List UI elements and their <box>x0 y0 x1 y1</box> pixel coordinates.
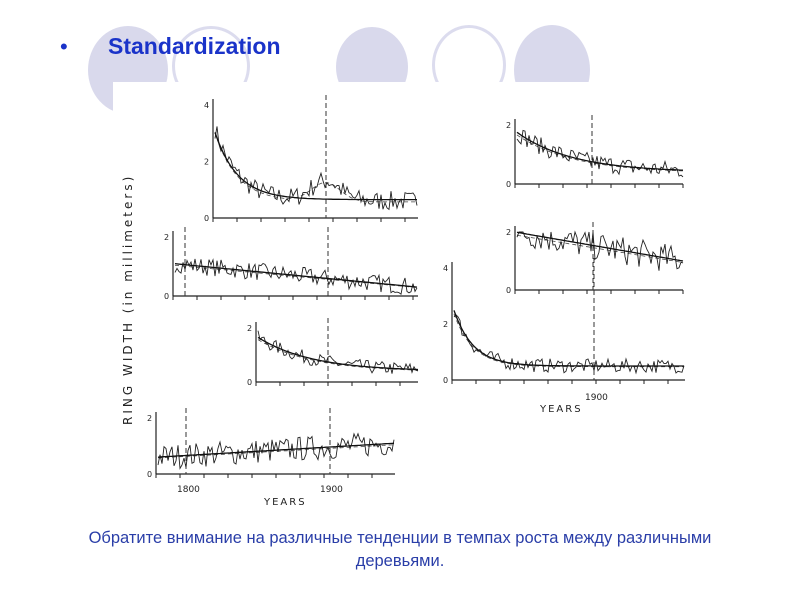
growth-trend-curve <box>516 231 684 262</box>
ring-width-series <box>214 126 418 211</box>
smoothed-curve <box>174 265 418 288</box>
ring-width-series <box>157 432 395 470</box>
smoothed-curve <box>214 132 417 203</box>
tick-label: 0 <box>443 376 448 385</box>
growth-trend-curve <box>257 336 419 371</box>
growth-trend-curve <box>174 263 418 288</box>
tick-label: 2 <box>147 414 152 423</box>
year-tick-1800: 1800 <box>177 485 200 495</box>
growth-trend-curve <box>516 131 683 171</box>
tick-label: 0 <box>506 286 511 295</box>
slide-title: Standardization <box>108 33 281 59</box>
smoothed-curve <box>453 313 684 368</box>
x-axis-label: YEARS <box>263 497 307 508</box>
year-tick-1900: 1900 <box>320 485 343 495</box>
tick-label: 2 <box>506 228 511 237</box>
ring-width-series <box>453 314 685 375</box>
ring-width-series <box>516 230 684 271</box>
tick-label: 0 <box>164 292 169 301</box>
smoothed-curve <box>257 339 419 371</box>
tick-label: 2 <box>506 121 511 130</box>
tick-label: 2 <box>204 158 209 167</box>
year-tick-1900-right: 1900 <box>585 393 608 403</box>
ring-width-series <box>257 330 419 374</box>
tick-label: 0 <box>247 378 252 387</box>
slide-caption: Обратите внимание на различные тенденции… <box>88 529 712 570</box>
growth-trend-curve <box>453 310 684 367</box>
growth-trend-curve <box>157 442 395 458</box>
growth-trend-curve <box>214 132 417 201</box>
tick-label: 4 <box>204 101 209 110</box>
tick-label: 2 <box>164 233 169 242</box>
tick-label: 0 <box>204 214 209 223</box>
smoothed-curve <box>516 134 683 172</box>
x-axis-label-right: YEARS <box>539 404 583 415</box>
bullet: • <box>60 34 68 59</box>
tick-label: 2 <box>247 324 252 333</box>
ring-width-series <box>174 258 418 295</box>
tick-label: 2 <box>443 320 448 329</box>
smoothed-curve <box>157 444 395 459</box>
tick-label: 0 <box>506 180 511 189</box>
tick-label: 4 <box>443 264 448 273</box>
y-axis-label: RING WIDTH (in millimeters) <box>121 174 135 425</box>
tick-label: 0 <box>147 470 152 479</box>
